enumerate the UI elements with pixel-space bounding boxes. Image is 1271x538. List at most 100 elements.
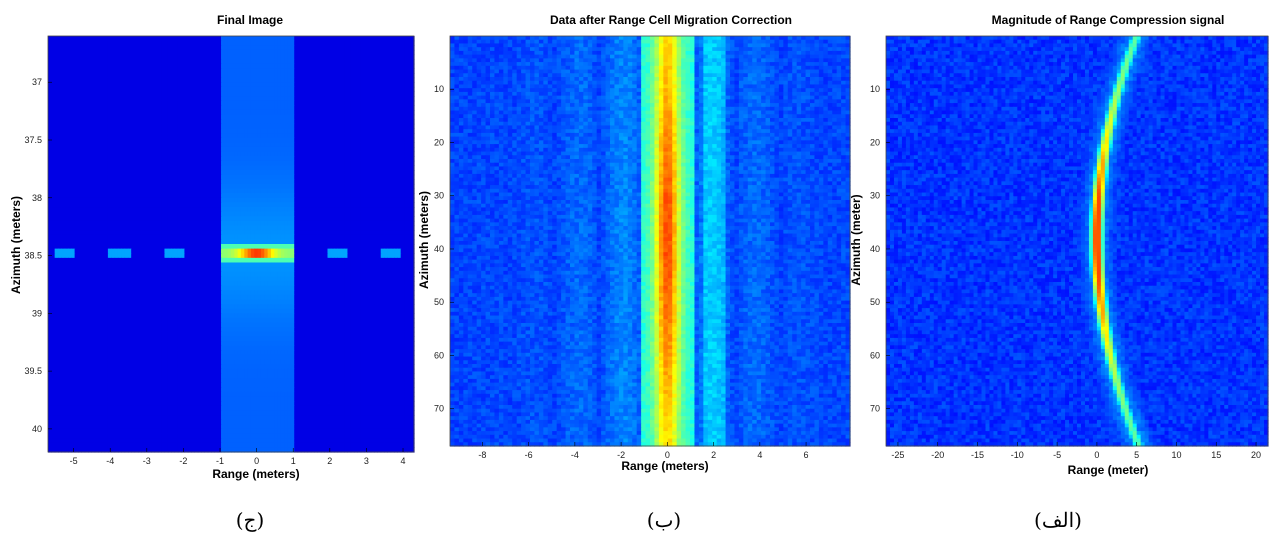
heatmap-cell: [101, 170, 106, 176]
heatmap-cell: [71, 211, 76, 217]
heatmap-cell: [347, 225, 352, 231]
heatmap-cell: [221, 54, 225, 60]
heatmap-cell: [377, 193, 382, 199]
heatmap-cell: [264, 142, 269, 148]
heatmap-cell: [334, 142, 339, 148]
heatmap-cell: [154, 77, 159, 83]
heatmap-cell: [370, 86, 375, 93]
heatmap-cell: [294, 54, 299, 60]
heatmap-cell: [320, 133, 325, 139]
heatmap-cell: [377, 72, 382, 79]
heatmap-cell: [151, 146, 156, 153]
heatmap-cell: [254, 174, 259, 180]
heatmap-cell: [260, 119, 265, 125]
heatmap-cell: [404, 179, 408, 185]
heatmap-cell: [330, 156, 335, 162]
heatmap-cell: [240, 72, 245, 79]
heatmap-cell: [257, 234, 262, 240]
heatmap-cell: [407, 123, 412, 130]
heatmap-cell: [294, 142, 299, 148]
heatmap-cell: [231, 207, 235, 213]
heatmap-cell: [264, 239, 269, 245]
heatmap-cell: [204, 220, 209, 227]
heatmap-cell: [147, 211, 152, 217]
heatmap-cell: [384, 40, 388, 46]
heatmap-cell: [224, 68, 229, 74]
heatmap-cell: [64, 220, 69, 227]
heatmap-cell: [131, 170, 136, 176]
heatmap-cell: [237, 59, 242, 65]
heatmap-cell: [157, 133, 162, 139]
heatmap-cell: [364, 207, 369, 213]
heatmap-cell: [157, 82, 162, 88]
heatmap-cell: [104, 142, 109, 148]
heatmap-cell: [151, 160, 156, 167]
heatmap-cell: [67, 36, 72, 42]
heatmap-cell: [260, 49, 265, 56]
heatmap-cell: [217, 193, 222, 199]
heatmap-cell: [304, 123, 309, 130]
heatmap-cell: [294, 68, 299, 74]
heatmap-cell: [167, 244, 172, 250]
heatmap-cell: [327, 160, 332, 167]
heatmap-cell: [211, 216, 215, 222]
heatmap-cell: [310, 133, 315, 139]
heatmap-cell: [267, 151, 272, 157]
heatmap-cell: [384, 123, 388, 130]
heatmap-cell: [57, 170, 62, 176]
heatmap-cell: [107, 49, 112, 56]
heatmap-cell: [77, 165, 82, 171]
heatmap-cell: [334, 63, 339, 69]
heatmap-cell: [214, 68, 219, 74]
heatmap-cell: [71, 193, 76, 199]
heatmap-cell: [374, 151, 378, 157]
heatmap-cell: [171, 146, 176, 153]
heatmap-cell: [277, 54, 282, 60]
heatmap-cell: [244, 68, 249, 74]
heatmap-cell: [221, 179, 225, 185]
heatmap-cell: [380, 160, 385, 167]
heatmap-cell: [137, 109, 142, 116]
heatmap-cell: [48, 156, 52, 162]
heatmap-cell: [364, 123, 369, 130]
heatmap-cell: [330, 230, 335, 236]
heatmap-cell: [61, 220, 66, 227]
heatmap-cell: [390, 128, 395, 134]
heatmap-cell: [360, 40, 365, 46]
heatmap-cell: [324, 77, 329, 83]
heatmap-cell: [174, 45, 179, 51]
heatmap-cell: [367, 151, 372, 157]
heatmap-cell: [234, 234, 239, 240]
heatmap-cell: [104, 197, 109, 203]
heatmap-cell: [347, 202, 352, 208]
heatmap-cell: [107, 179, 112, 185]
heatmap-cell: [327, 91, 332, 97]
heatmap-cell: [84, 100, 89, 106]
heatmap-cell: [177, 211, 182, 217]
heatmap-cell: [81, 137, 86, 143]
heatmap-cell: [214, 193, 219, 199]
heatmap-cell: [81, 216, 86, 222]
heatmap-cell: [51, 220, 56, 227]
heatmap-cell: [284, 211, 289, 217]
heatmap-cell: [114, 211, 119, 217]
heatmap-cell: [350, 114, 355, 120]
heatmap-cell: [67, 114, 72, 120]
heatmap-cell: [134, 170, 139, 176]
heatmap-cell: [390, 220, 395, 227]
heatmap-cell: [134, 179, 139, 185]
heatmap-cell: [277, 36, 282, 42]
heatmap-cell: [174, 202, 179, 208]
heatmap-cell: [67, 234, 72, 240]
heatmap-cell: [360, 59, 365, 65]
heatmap-cell: [324, 230, 329, 236]
heatmap-cell: [307, 54, 312, 60]
heatmap-cell: [254, 96, 259, 102]
heatmap-cell: [407, 146, 412, 153]
heatmap-cell: [164, 91, 169, 97]
heatmap-cell: [84, 91, 89, 97]
heatmap-cell: [227, 183, 232, 190]
heatmap-cell: [397, 63, 402, 69]
heatmap-cell: [97, 234, 102, 240]
heatmap-cell: [191, 49, 195, 56]
